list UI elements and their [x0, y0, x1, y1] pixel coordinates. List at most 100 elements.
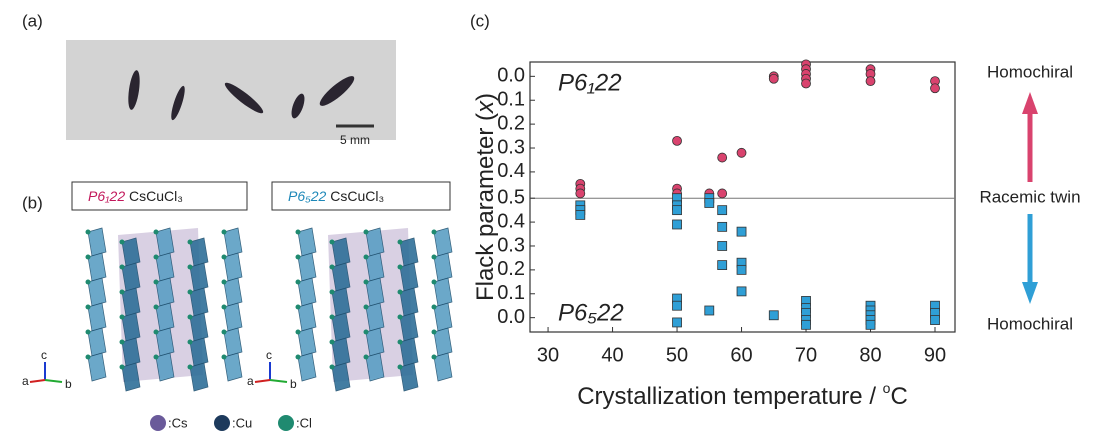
structure-atom: [364, 305, 369, 310]
structure-octahedron: [298, 278, 316, 306]
atom-icon: [278, 415, 294, 431]
atom-label: :Cu: [232, 415, 252, 430]
structure-atom: [364, 355, 369, 360]
x-tick-label: 70: [795, 344, 817, 366]
structure-atom: [432, 355, 437, 360]
x-tick-label: 90: [924, 344, 946, 366]
x-axis-label-part: o: [883, 380, 891, 396]
point: [769, 74, 778, 83]
point: [866, 77, 875, 86]
point: [576, 210, 585, 219]
point: [737, 265, 746, 274]
structure-atom: [398, 265, 403, 270]
y-tick-label: 0.1: [497, 89, 525, 111]
point: [718, 222, 727, 231]
point: [737, 148, 746, 157]
point: [737, 227, 746, 236]
series-label: P6₁22: [558, 69, 622, 96]
structure-atom: [86, 330, 91, 335]
structure-octahedron: [434, 253, 452, 281]
structure-atom: [120, 365, 125, 370]
structure-atom: [330, 315, 335, 320]
atom-label: :Cl: [296, 415, 312, 430]
y-tick-label: 0.0: [497, 65, 525, 87]
formula: CsCuCl₃: [330, 188, 384, 204]
structure-atom: [296, 305, 301, 310]
y-tick-label: 0.0: [497, 306, 525, 328]
structure-octahedron: [298, 228, 316, 256]
structure-atom: [188, 315, 193, 320]
structure-octahedron: [224, 328, 242, 356]
structure-atom: [398, 290, 403, 295]
structure-octahedron: [434, 278, 452, 306]
structure-atom: [222, 305, 227, 310]
point: [769, 311, 778, 320]
structure-atom: [222, 355, 227, 360]
y-tick-label: 0.4: [497, 160, 525, 182]
point: [705, 306, 714, 315]
structure-octahedron: [400, 363, 418, 391]
structure-atom: [330, 340, 335, 345]
structure-atom: [432, 330, 437, 335]
structure-atom: [296, 280, 301, 285]
y-tick-label: 0.3: [497, 234, 525, 256]
structure-octahedron: [224, 278, 242, 306]
y-axis-label-part: x: [472, 100, 499, 114]
structure-octahedron: [88, 353, 106, 381]
triad-axis: [45, 380, 62, 382]
x-tick-label: 60: [730, 344, 752, 366]
structure-atom: [330, 265, 335, 270]
structure-atom: [432, 230, 437, 235]
structure-atom: [364, 330, 369, 335]
structure-atom: [188, 340, 193, 345]
structure-title: P6₅22 CsCuCl₃: [288, 188, 384, 204]
figure: (a) (b) (c) 5 mm P6₁22 CsCuCl₃ P6₅22 CsC…: [0, 0, 1109, 436]
structure-octahedron: [434, 328, 452, 356]
structure-atom: [296, 230, 301, 235]
point: [718, 153, 727, 162]
structure-octahedron: [88, 303, 106, 331]
point: [737, 287, 746, 296]
scale-label: 5 mm: [340, 133, 370, 147]
structure-atom: [364, 280, 369, 285]
structure-octahedron: [298, 303, 316, 331]
triad-label: a: [22, 374, 29, 388]
point: [576, 189, 585, 198]
y-axis-label: Flack parameter (x): [472, 93, 499, 301]
side-label: Homochiral: [987, 314, 1073, 333]
side-label: Homochiral: [987, 62, 1073, 81]
y-tick-label: 0.2: [497, 258, 525, 280]
x-tick-label: 80: [859, 344, 881, 366]
structure-atom: [398, 340, 403, 345]
series-label: P6₅22: [558, 299, 624, 326]
point: [718, 241, 727, 250]
point: [673, 318, 682, 327]
x-axis-label-part: C: [890, 383, 907, 410]
triad-label: b: [290, 377, 297, 391]
y-tick-label: 0.2: [497, 112, 525, 134]
atom-label: :Cs: [168, 415, 188, 430]
triad-axis: [30, 380, 45, 382]
arrow-head: [1022, 282, 1038, 304]
structure-atom: [120, 240, 125, 245]
structure-octahedron: [298, 328, 316, 356]
point: [718, 261, 727, 270]
point: [673, 220, 682, 229]
triad-axis: [255, 380, 270, 382]
panel-label: (b): [22, 193, 43, 212]
structure-octahedron: [298, 353, 316, 381]
structure-atom: [154, 355, 159, 360]
structure-atom: [120, 265, 125, 270]
x-tick-label: 40: [601, 344, 623, 366]
structure-octahedron: [88, 253, 106, 281]
space-group: P6₅22: [288, 188, 327, 204]
structures: [86, 228, 453, 391]
triad-label: a: [247, 374, 254, 388]
triad-label: b: [65, 377, 72, 391]
structure-octahedron: [224, 228, 242, 256]
panel-label: (c): [470, 11, 490, 30]
structure-atom: [222, 255, 227, 260]
point: [802, 320, 811, 329]
structure-atom: [86, 305, 91, 310]
structure-atom: [120, 315, 125, 320]
